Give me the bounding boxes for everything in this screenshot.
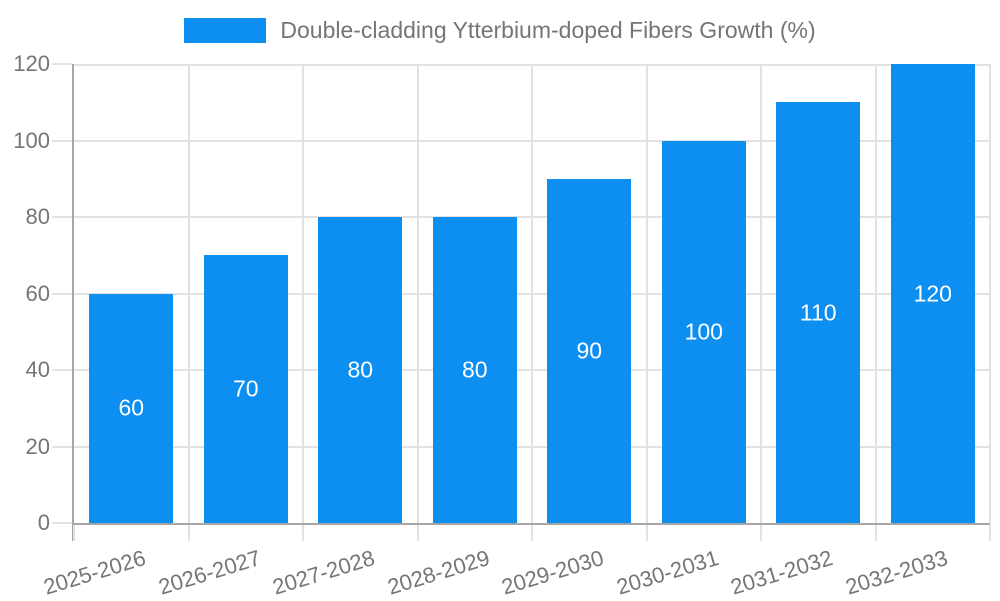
bar-value-label: 70 xyxy=(232,375,259,402)
bar[interactable]: 110 xyxy=(776,102,861,523)
v-gridline xyxy=(645,64,648,523)
bar[interactable]: 70 xyxy=(203,255,288,523)
x-tick-mark xyxy=(989,525,991,541)
bar[interactable]: 60 xyxy=(89,293,174,523)
bar[interactable]: 80 xyxy=(432,217,517,523)
y-tick-mark xyxy=(52,139,72,142)
y-tick-label: 120 xyxy=(13,51,50,76)
x-category-label: 2027-2028 xyxy=(269,545,378,600)
x-category-label: 2029-2030 xyxy=(498,545,607,600)
bar[interactable]: 90 xyxy=(547,178,632,523)
plot-area: 60 70 80 80 90 100 110 120 xyxy=(74,64,991,523)
x-axis-line xyxy=(72,523,990,525)
bar[interactable]: 120 xyxy=(890,64,975,523)
y-tick-label: 20 xyxy=(25,433,50,459)
x-tick-mark xyxy=(645,525,648,541)
x-tick-mark xyxy=(187,525,190,541)
y-tick-mark xyxy=(52,216,72,218)
x-category-label: 2030-2031 xyxy=(613,545,722,600)
x-category-label: 2026-2027 xyxy=(155,545,264,600)
x-tick-mark xyxy=(531,525,533,541)
x-tick-mark xyxy=(302,525,304,541)
y-tick-label: 80 xyxy=(25,204,50,229)
v-gridline xyxy=(989,64,991,523)
v-gridline xyxy=(760,64,762,523)
bar-value-label: 120 xyxy=(913,280,952,306)
y-tick-mark xyxy=(52,63,72,65)
v-gridline xyxy=(302,64,304,523)
x-category-label: 2025-2026 xyxy=(40,545,149,600)
x-tick-mark xyxy=(73,525,75,541)
bar[interactable]: 80 xyxy=(318,217,403,523)
x-category-label: 2028-2029 xyxy=(384,545,493,600)
x-category-label: 2032-2033 xyxy=(842,545,951,600)
y-tick-mark xyxy=(52,369,72,371)
x-tick-mark xyxy=(874,525,877,541)
legend-label: Double-cladding Ytterbium-doped Fibers G… xyxy=(280,17,816,43)
y-tick-label: 0 xyxy=(37,510,50,535)
bar-value-label: 90 xyxy=(576,337,603,364)
v-gridline xyxy=(874,64,877,523)
bar-value-label: 80 xyxy=(347,356,374,383)
x-category-label: 2031-2032 xyxy=(727,545,836,600)
x-tick-mark xyxy=(760,525,762,541)
v-gridline xyxy=(416,64,419,523)
y-axis-line xyxy=(72,64,74,541)
bar-value-label: 110 xyxy=(799,299,837,326)
legend-swatch xyxy=(184,18,267,43)
y-tick-mark xyxy=(52,522,72,524)
v-gridline xyxy=(187,64,190,523)
v-gridline xyxy=(531,64,533,523)
x-tick-mark xyxy=(416,525,419,541)
bar[interactable]: 100 xyxy=(661,140,746,523)
y-tick-label: 60 xyxy=(25,280,50,306)
y-tick-mark xyxy=(52,292,72,295)
bar-value-label: 80 xyxy=(461,356,488,383)
y-tick-label: 40 xyxy=(25,357,50,382)
bar-value-label: 100 xyxy=(684,318,723,345)
legend[interactable]: Double-cladding Ytterbium-doped Fibers G… xyxy=(0,17,1000,44)
y-tick-label: 100 xyxy=(13,127,50,153)
bar-value-label: 60 xyxy=(118,394,145,421)
y-tick-mark xyxy=(52,445,72,448)
